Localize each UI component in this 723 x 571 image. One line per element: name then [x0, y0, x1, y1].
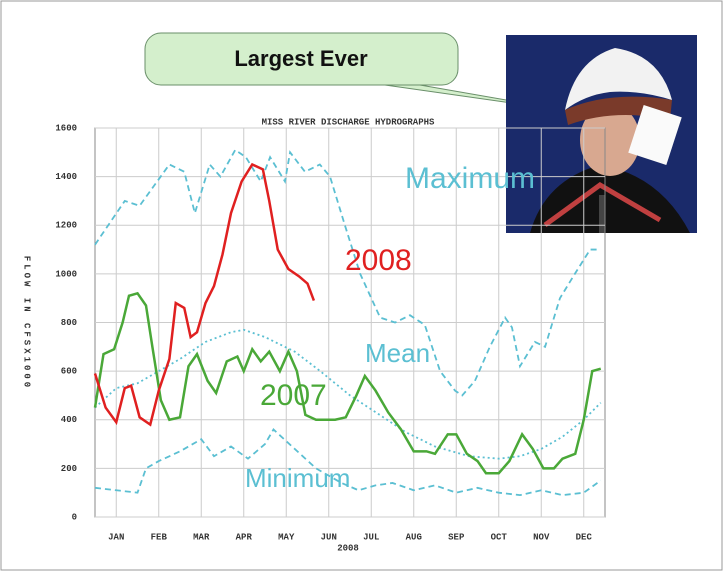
y-tick-label: 1400 — [55, 172, 77, 182]
x-tick-label: NOV — [533, 532, 550, 542]
x-tick-label: FEB — [151, 532, 168, 542]
y-tick-label: 1600 — [55, 123, 77, 133]
series-label: 2007 — [260, 379, 327, 412]
callout-bubble — [144, 32, 459, 86]
y-tick-label: 800 — [61, 318, 77, 328]
series-line — [93, 291, 602, 475]
x-tick-label: JUN — [321, 532, 337, 542]
x-tick-label: JUL — [363, 532, 379, 542]
series-label: Minimum — [245, 463, 350, 493]
y-tick-label: 200 — [61, 464, 77, 474]
series-label: Mean — [365, 338, 430, 368]
x-tick-label: OCT — [491, 532, 508, 542]
callout-text: Largest Ever — [234, 46, 368, 71]
y-axis-label: FLOW IN CFSX1000 — [22, 256, 32, 390]
x-tick-label: APR — [236, 532, 253, 542]
x-tick-label: SEP — [448, 532, 465, 542]
series-line — [94, 148, 600, 397]
x-tick-label: AUG — [406, 532, 422, 542]
series-line — [93, 162, 316, 427]
chart-title: MISS RIVER DISCHARGE HYDROGRAPHS — [262, 117, 435, 127]
y-tick-label: 600 — [61, 367, 77, 377]
x-tick-label: JAN — [108, 532, 124, 542]
series-line — [94, 428, 602, 497]
y-tick-label: 1000 — [55, 269, 77, 279]
x-tick-label: MAY — [278, 532, 295, 542]
photo — [506, 35, 697, 233]
y-tick-label: 0 — [72, 512, 77, 522]
y-tick-label: 400 — [61, 415, 77, 425]
x-tick-label: DEC — [576, 532, 593, 542]
y-tick-label: 1200 — [55, 221, 77, 231]
x-axis-label: 2008 — [337, 543, 359, 553]
series-label: Maximum — [405, 162, 535, 195]
x-tick-label: MAR — [193, 532, 210, 542]
series-label: 2008 — [345, 244, 412, 277]
